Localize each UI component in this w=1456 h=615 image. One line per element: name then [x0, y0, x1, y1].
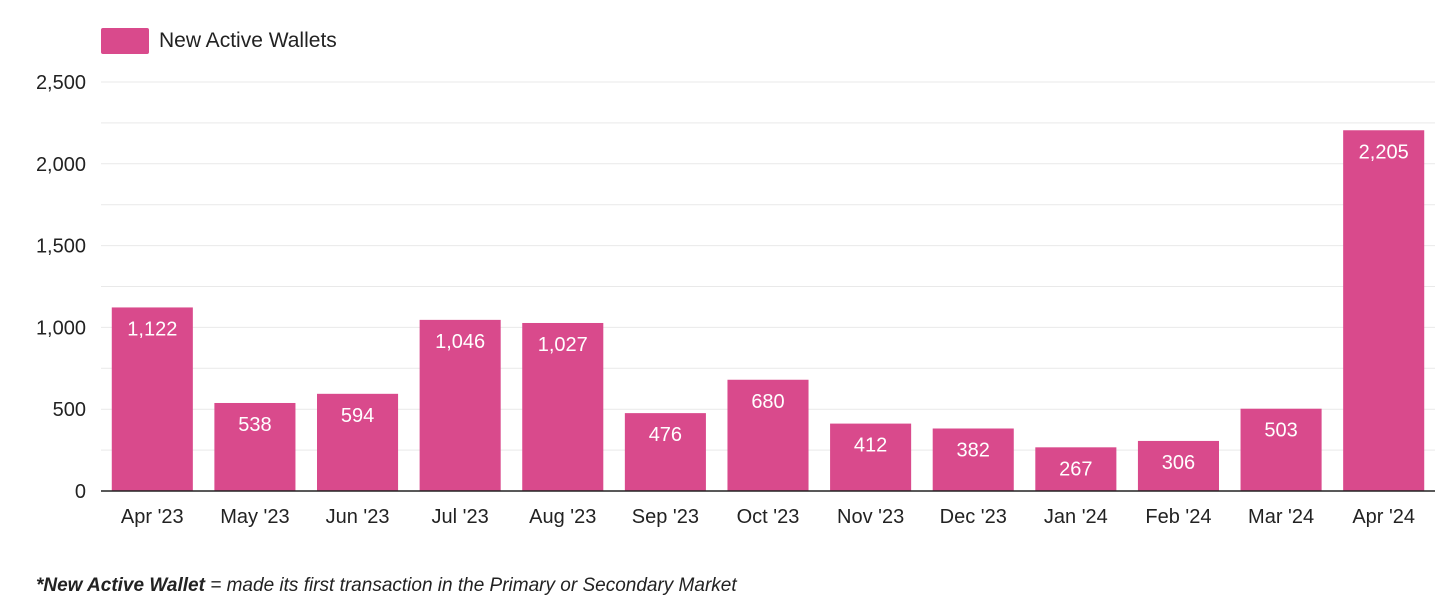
bar-value-label: 2,205 — [1359, 141, 1409, 163]
x-tick-label: Feb '24 — [1145, 506, 1211, 528]
legend: New Active Wallets — [101, 28, 337, 54]
bar-value-label: 503 — [1264, 420, 1297, 442]
x-tick-label: Jan '24 — [1044, 506, 1108, 528]
bar-value-label: 476 — [649, 424, 682, 446]
x-tick-label: Oct '23 — [737, 506, 800, 528]
y-tick-label: 2,000 — [36, 154, 86, 176]
bar — [727, 379, 809, 491]
bar — [1035, 447, 1117, 491]
x-tick-label: Sep '23 — [632, 506, 699, 528]
bar-value-label: 1,122 — [127, 318, 177, 340]
bar-value-label: 412 — [854, 435, 887, 457]
bar — [1137, 440, 1219, 491]
y-tick-label: 1,000 — [36, 317, 86, 339]
y-tick-label: 0 — [75, 481, 86, 503]
bar — [317, 393, 399, 491]
bar-value-label: 382 — [957, 440, 990, 462]
x-tick-label: Jul '23 — [432, 506, 489, 528]
bar — [419, 319, 501, 491]
bar — [522, 322, 604, 491]
bar-value-label: 594 — [341, 405, 374, 427]
footnote-term: *New Active Wallet — [36, 575, 205, 596]
footnote: *New Active Wallet = made its first tran… — [36, 575, 737, 597]
bar — [1240, 408, 1322, 491]
bars — [111, 130, 1425, 491]
y-tick-label: 2,500 — [36, 72, 86, 94]
x-tick-label: Apr '24 — [1352, 506, 1415, 528]
bar — [111, 307, 193, 491]
y-tick-label: 1,500 — [36, 236, 86, 258]
x-tick-label: Apr '23 — [121, 506, 184, 528]
bar-value-label: 306 — [1162, 452, 1195, 474]
bar — [214, 402, 296, 491]
legend-swatch — [101, 28, 149, 54]
x-axis-ticks: Apr '23 May '23 Jun '23 Jul '23 Aug '23 Sep '… — [121, 506, 1415, 528]
x-tick-label: Aug '23 — [529, 506, 596, 528]
bar-value-label: 680 — [751, 391, 784, 413]
bar — [830, 423, 912, 491]
x-tick-label: Mar '24 — [1248, 506, 1314, 528]
x-tick-label: May '23 — [220, 506, 289, 528]
bar — [932, 428, 1014, 491]
bar — [624, 413, 706, 491]
bar-value-labels: 1,122 538 594 1,046 1,027 476 680 412 382 267 306 5… — [127, 141, 1408, 480]
bar-value-label: 1,027 — [538, 334, 588, 356]
bar — [1343, 130, 1425, 491]
y-tick-label: 500 — [53, 399, 86, 421]
legend-label: New Active Wallets — [159, 29, 337, 52]
footnote-definition: = made its first transaction in the Prim… — [204, 575, 737, 596]
bar-value-label: 1,046 — [435, 331, 485, 353]
bar-value-label: 538 — [238, 414, 271, 436]
x-tick-label: Jun '23 — [326, 506, 390, 528]
x-tick-label: Nov '23 — [837, 506, 904, 528]
y-axis-ticks: 0 500 1,000 1,500 2,000 2,500 — [36, 72, 86, 503]
x-tick-label: Dec '23 — [940, 506, 1007, 528]
bar-value-label: 267 — [1059, 458, 1092, 480]
